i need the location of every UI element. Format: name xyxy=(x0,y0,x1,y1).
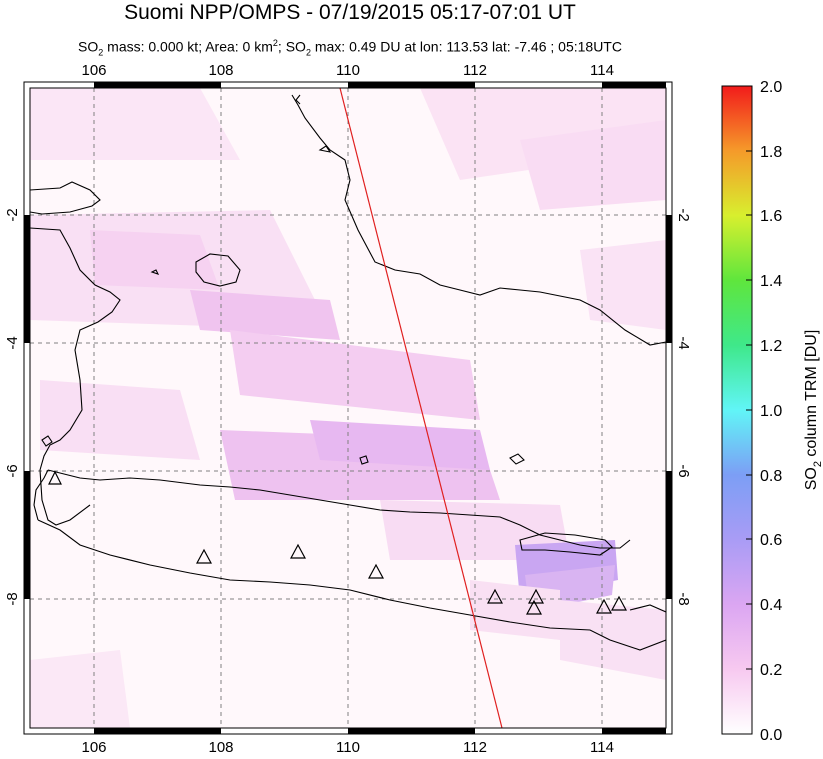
colorbar-tick-label: 0.4 xyxy=(760,597,782,614)
colorbar-label: SO2 column TRM [DU] xyxy=(803,330,823,491)
colorbar-tick-label: 1.6 xyxy=(760,208,782,225)
colorbar-tick-label: 1.8 xyxy=(760,144,782,161)
lat-tick-right: -8 xyxy=(675,592,692,605)
volcano-marker xyxy=(486,588,504,604)
lon-tick-bottom: 114 xyxy=(590,739,614,756)
lon-tick-bottom: 110 xyxy=(336,739,360,756)
colorbar-tick-label: 1.2 xyxy=(760,338,782,355)
lon-tick-top: 112 xyxy=(463,62,487,79)
lon-tick-bottom: 112 xyxy=(463,739,487,756)
map-title: Suomi NPP/OMPS - 07/19/2015 05:17-07:01 … xyxy=(124,1,576,24)
colorbar: 2.0 1.8 1.6 1.4 1.2 1.0 0.8 0.6 0.4 0.2 … xyxy=(721,79,823,744)
colorbar-tick-label: 2.0 xyxy=(760,79,782,96)
lat-tick-labels: -2 -4 -6 -8 -2 -4 -6 -8 xyxy=(4,208,692,605)
volcano-marker xyxy=(527,588,545,604)
lat-tick-right: -6 xyxy=(675,464,692,477)
volcano-marker xyxy=(525,599,543,615)
lat-tick-left: -8 xyxy=(4,592,21,605)
map-subtitle: SO2 mass: 0.000 kt; Area: 0 km2; SO2 max… xyxy=(78,38,622,58)
colorbar-tick-label: 0.0 xyxy=(760,727,782,744)
lon-tick-top: 114 xyxy=(590,62,614,79)
volcano-markers xyxy=(48,470,628,615)
coastlines xyxy=(30,94,666,651)
lat-tick-right: -2 xyxy=(675,208,692,221)
colorbar-tick-label: 0.6 xyxy=(760,532,782,549)
colorbar-tick-label: 1.4 xyxy=(760,273,782,290)
volcano-marker xyxy=(610,595,628,611)
lon-tick-bottom: 106 xyxy=(81,739,106,756)
lon-tick-labels: 106 108 110 112 114 106 108 110 112 114 xyxy=(81,62,613,756)
volcano-marker xyxy=(367,563,385,579)
lat-tick-left: -6 xyxy=(4,464,21,477)
lon-tick-bottom: 108 xyxy=(208,739,233,756)
lon-tick-top: 106 xyxy=(81,62,106,79)
lon-tick-top: 110 xyxy=(336,62,360,79)
volcano-marker xyxy=(195,548,213,564)
volcano-marker xyxy=(595,598,613,614)
volcano-marker xyxy=(289,543,307,559)
lat-tick-right: -4 xyxy=(675,336,692,349)
colorbar-tick-label: 1.0 xyxy=(760,403,782,420)
volcano-marker xyxy=(48,470,62,485)
map-frame xyxy=(23,81,673,735)
colorbar-tick-label: 0.2 xyxy=(760,662,782,679)
lat-tick-left: -2 xyxy=(4,208,21,221)
lat-tick-left: -4 xyxy=(4,336,21,349)
colorbar-tick-label: 0.8 xyxy=(760,468,782,485)
lon-tick-top: 108 xyxy=(208,62,233,79)
orbit-track-line xyxy=(339,87,503,729)
